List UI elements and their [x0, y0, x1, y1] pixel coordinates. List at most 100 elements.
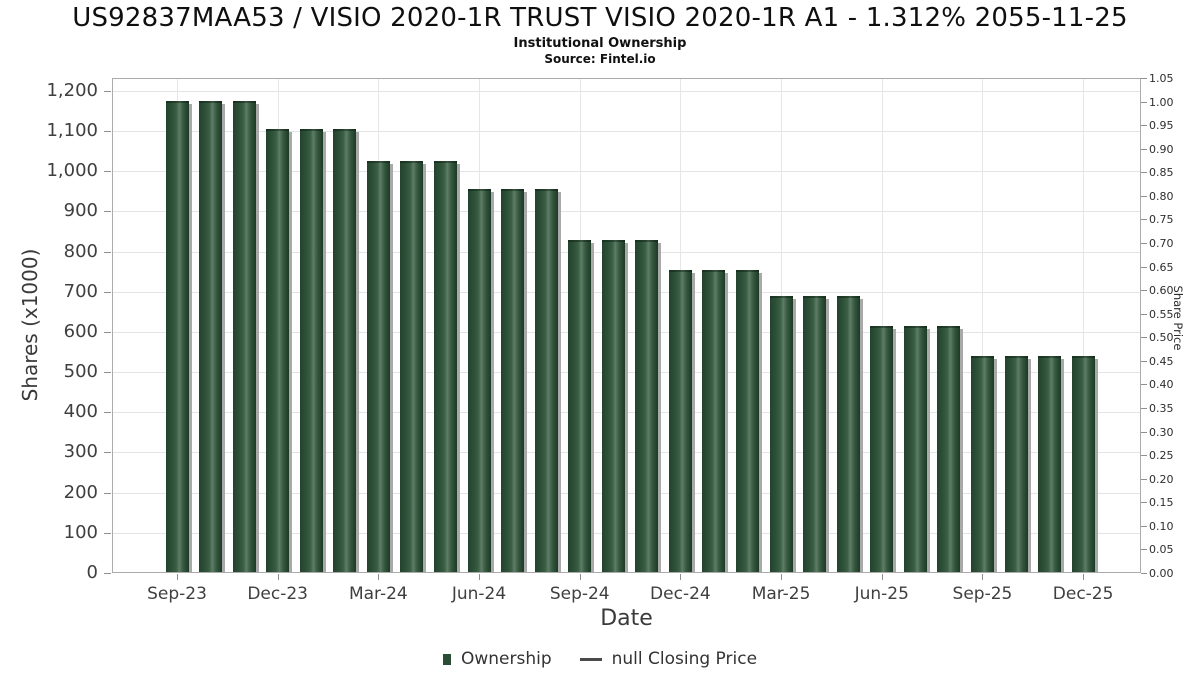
ownership-bar[interactable] — [635, 239, 659, 573]
x-axis-tick-label: Sep-23 — [147, 584, 207, 604]
right-axis-tick-label: 0.05 — [1149, 543, 1174, 557]
ownership-bar[interactable] — [702, 269, 726, 573]
ownership-bar[interactable] — [601, 239, 625, 573]
right-axis-tick-label: 1.00 — [1149, 95, 1174, 109]
h-gridline — [112, 131, 1141, 133]
ownership-bar[interactable] — [937, 325, 961, 573]
x-axis-tick-label: Dec-25 — [1052, 584, 1114, 604]
right-axis-tick — [1141, 384, 1147, 386]
h-gridline — [112, 90, 1141, 92]
x-axis-tick — [479, 574, 481, 580]
ownership-series-swatch-icon — [442, 653, 451, 665]
y-axis-tick-label: 100 — [63, 521, 98, 543]
right-axis-tick — [1141, 573, 1147, 574]
right-axis-tick-label: 0.50 — [1149, 331, 1174, 345]
x-axis-tick — [781, 574, 783, 580]
ownership-bar[interactable] — [299, 129, 323, 573]
ownership-bar[interactable] — [232, 100, 256, 573]
ownership-bar[interactable] — [836, 295, 860, 573]
ownership-bar[interactable] — [534, 189, 558, 573]
y-axis-tick — [104, 372, 111, 374]
v-gridline — [881, 78, 883, 573]
y-axis-tick-label: 1,200 — [46, 79, 98, 101]
ownership-bar[interactable] — [199, 100, 223, 573]
right-axis-tick — [1141, 313, 1147, 315]
right-axis-tick — [1141, 101, 1147, 103]
ownership-bar[interactable] — [769, 295, 793, 573]
x-axis-tick-label: Dec-23 — [247, 584, 308, 604]
x-axis-tick-label: Mar-24 — [348, 584, 408, 604]
x-axis-tick — [982, 574, 984, 580]
right-axis-tick-label: 0.90 — [1149, 142, 1174, 156]
x-axis-tick — [579, 574, 581, 580]
right-axis-tick — [1141, 195, 1147, 197]
x-axis-tick-label: Sep-24 — [549, 584, 610, 604]
ownership-bar[interactable] — [266, 129, 290, 573]
y-axis-tick — [104, 131, 111, 133]
ownership-bar[interactable] — [501, 189, 525, 573]
ownership-bar[interactable] — [1004, 356, 1028, 573]
ownership-bar[interactable] — [803, 295, 827, 573]
right-axis-tick — [1141, 525, 1147, 527]
ownership-bar[interactable] — [366, 161, 390, 573]
y-axis-tick — [104, 171, 111, 173]
y-axis-tick — [104, 452, 111, 454]
chart-title: US92837MAA53 / VISIO 2020-1R TRUST VISIO… — [72, 3, 1128, 33]
right-axis-tick-label: 0.95 — [1149, 119, 1174, 133]
x-axis-tick — [680, 574, 682, 580]
right-axis-tick-label: 0.10 — [1149, 519, 1174, 533]
right-axis-tick — [1141, 219, 1147, 221]
chart-subtitle: Institutional Ownership — [513, 36, 687, 51]
ownership-bar[interactable] — [903, 325, 927, 573]
right-axis-tick — [1141, 243, 1147, 244]
right-axis-tick-label: 1.05 — [1149, 72, 1174, 85]
right-axis-tick — [1141, 549, 1147, 551]
ownership-bar[interactable] — [165, 100, 189, 573]
right-axis-tick-label: 0.20 — [1149, 472, 1174, 486]
ownership-bar[interactable] — [1071, 356, 1095, 573]
right-axis-tick — [1141, 478, 1147, 480]
h-gridline — [112, 211, 1141, 213]
right-axis-tick — [1141, 408, 1147, 409]
y-axis-tick-label: 400 — [63, 401, 98, 423]
right-axis-tick-label: 0.45 — [1149, 354, 1174, 368]
ownership-bar[interactable] — [736, 269, 760, 573]
x-axis-tick-label: Jun-25 — [854, 584, 909, 604]
ownership-bar[interactable] — [400, 161, 424, 573]
y-axis-tick — [104, 492, 111, 494]
y-axis-tick-label: 1,000 — [46, 160, 98, 182]
y-axis-tick — [104, 291, 111, 293]
right-axis-tick-label: 0.35 — [1149, 402, 1174, 415]
ownership-bar[interactable] — [333, 129, 357, 573]
ownership-bar[interactable] — [970, 356, 994, 573]
legend-label-ownership: Ownership — [460, 649, 552, 669]
y-axis-tick-label: 800 — [63, 240, 98, 262]
y-axis-tick — [104, 211, 111, 213]
ownership-bar[interactable] — [1038, 356, 1062, 573]
right-axis-tick — [1141, 266, 1147, 268]
ownership-bar[interactable] — [467, 189, 491, 573]
x-axis-title: Date — [600, 606, 653, 631]
right-axis-tick-label: 0.80 — [1149, 189, 1174, 203]
v-gridline — [982, 78, 984, 573]
right-axis-tick — [1141, 337, 1147, 339]
y-axis-tick-label: 1,100 — [46, 120, 98, 142]
x-axis-tick-label: Jun-24 — [451, 584, 507, 604]
y-axis-tick — [104, 532, 111, 534]
y-axis-tick-label: 900 — [63, 200, 98, 222]
ownership-bar[interactable] — [668, 269, 692, 573]
right-axis-tick — [1141, 455, 1147, 457]
y-axis-tick-label: 600 — [63, 320, 98, 342]
x-axis-tick — [177, 574, 178, 580]
ownership-bar[interactable] — [568, 239, 592, 573]
right-axis-tick-label: 0.55 — [1149, 307, 1174, 321]
right-axis-tick-label: 0.15 — [1149, 496, 1174, 510]
right-axis-tick-label: 0.00 — [1149, 567, 1174, 580]
h-gridline — [112, 171, 1141, 173]
right-axis-tick — [1141, 290, 1147, 292]
ownership-bar[interactable] — [433, 161, 457, 573]
ownership-bar[interactable] — [870, 325, 894, 573]
right-axis-tick-label: 0.60 — [1149, 284, 1174, 298]
x-axis-tick-label: Mar-25 — [751, 584, 811, 604]
y-axis-tick — [104, 412, 111, 414]
